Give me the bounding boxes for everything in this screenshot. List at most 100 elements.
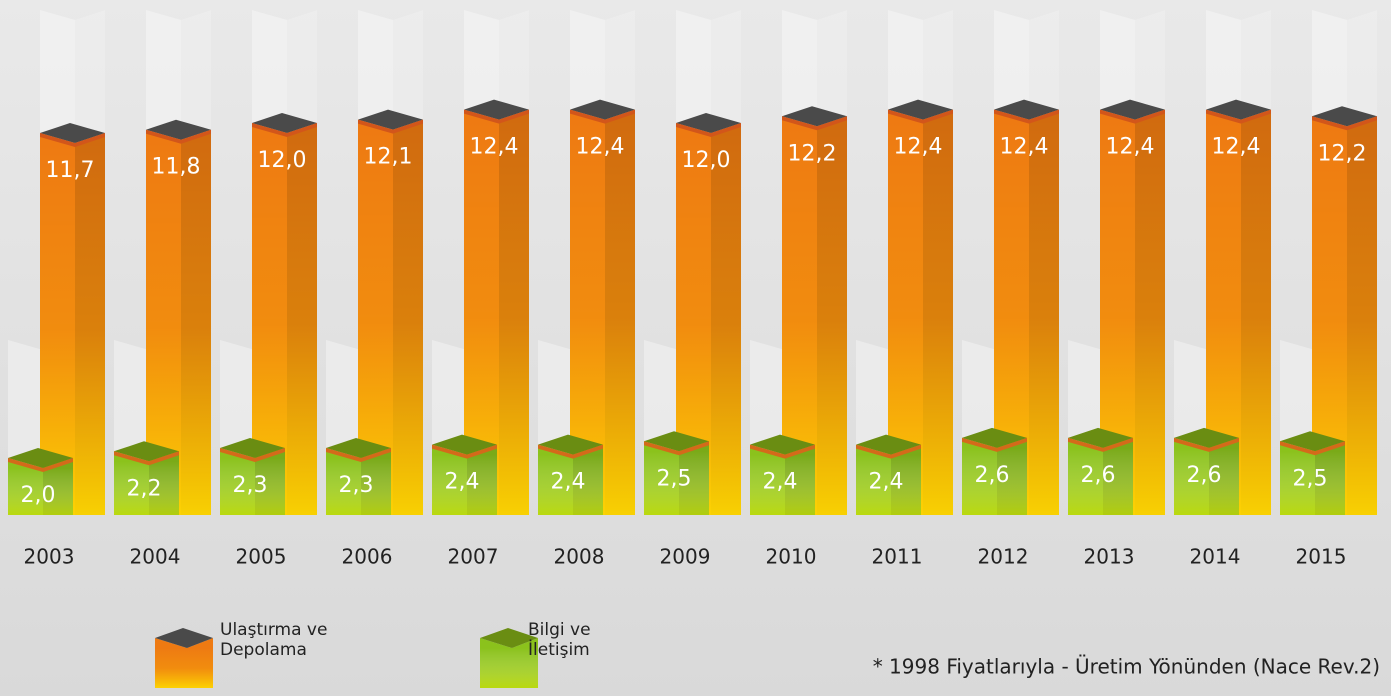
value-label: 12,4 (1106, 135, 1155, 160)
x-tick-label: 2010 (766, 545, 817, 569)
value-label: 12,4 (1212, 135, 1261, 160)
bar-top-rim (252, 123, 317, 137)
bar-top-rim (114, 451, 179, 466)
bar-glow (1174, 447, 1239, 515)
bar-top (8, 448, 73, 468)
bar-top (644, 431, 709, 452)
bar-top (114, 441, 179, 462)
bar (962, 427, 1027, 515)
bar (8, 448, 73, 515)
bar-top-rim (40, 133, 105, 148)
bar-top-rim (8, 458, 73, 472)
bar-glow (644, 451, 709, 515)
bar-top (252, 113, 317, 133)
bar-glow (8, 468, 73, 515)
bar (856, 434, 921, 515)
bar-top-rim (1280, 441, 1345, 456)
bar-top-rim (464, 109, 529, 124)
value-label: 2,4 (551, 470, 586, 495)
value-label: 12,2 (1318, 141, 1367, 166)
bar-top-rim (432, 444, 497, 459)
value-label: 11,8 (152, 155, 201, 180)
x-tick-label: 2005 (236, 545, 287, 569)
value-label: 2,4 (763, 470, 798, 495)
bar-top-rim (570, 109, 635, 124)
bar (326, 437, 391, 515)
bar-top-rim (220, 447, 285, 462)
footnote: * 1998 Fiyatlarıyla - Üretim Yönünden (N… (873, 655, 1380, 679)
bar-top (358, 109, 423, 130)
x-tick-label: 2012 (978, 545, 1029, 569)
legend-label: Bilgi ve İletişim (528, 620, 591, 660)
value-label: 2,2 (127, 476, 162, 501)
value-label: 2,3 (233, 473, 268, 498)
bar-top (40, 123, 105, 144)
bar-top-rim (856, 444, 921, 459)
bar-top (782, 106, 847, 127)
value-label: 12,4 (1000, 135, 1049, 160)
bar-top-rim (146, 129, 211, 144)
value-label: 2,6 (1081, 463, 1116, 488)
value-label: 12,4 (470, 135, 519, 160)
bar-top (326, 437, 391, 458)
value-label: 12,4 (576, 135, 625, 160)
bar-glow (220, 457, 285, 515)
x-tick-label: 2008 (554, 545, 605, 569)
bar (252, 113, 317, 515)
bar (1174, 427, 1239, 515)
bar-glow (432, 454, 497, 515)
value-label: 12,2 (788, 141, 837, 166)
bar-glow (962, 447, 1027, 515)
bar-top-rim (676, 123, 741, 137)
value-label: 2,4 (869, 470, 904, 495)
value-label: 2,5 (1293, 466, 1328, 491)
value-label: 12,0 (258, 148, 307, 173)
bar-top (676, 113, 741, 133)
bar-top-rim (1312, 116, 1377, 131)
bar-top-rim (994, 109, 1059, 124)
value-label: 12,1 (364, 145, 413, 170)
bar-glow (114, 461, 179, 515)
bar-top (432, 434, 497, 455)
bar-top-rim (962, 437, 1027, 452)
bar-glow (326, 457, 391, 515)
bar (1068, 427, 1133, 515)
bar-top (856, 434, 921, 455)
bar-top-rim (1100, 109, 1165, 124)
legend-label: Ulaştırma ve Depolama (220, 620, 328, 660)
x-tick-label: 2013 (1084, 545, 1135, 569)
bar (750, 434, 815, 515)
bar-glow (1068, 447, 1133, 515)
bar-top (750, 434, 815, 455)
bar-top-rim (1174, 437, 1239, 452)
bar-top-rim (538, 444, 603, 459)
bar-glow (1280, 451, 1345, 515)
bar (432, 434, 497, 515)
bar-top (994, 99, 1059, 120)
bar-glow (856, 454, 921, 515)
value-label: 12,0 (682, 148, 731, 173)
x-tick-label: 2011 (872, 545, 923, 569)
x-tick-label: 2015 (1296, 545, 1347, 569)
bar-top-rim (1068, 437, 1133, 452)
bar-top (1312, 106, 1377, 127)
legend-swatch-glow (155, 648, 213, 688)
bar-top (220, 437, 285, 458)
bar-top (464, 99, 529, 120)
legend-swatch-top (480, 628, 538, 648)
bar-top-rim (888, 109, 953, 124)
x-tick-label: 2014 (1190, 545, 1241, 569)
value-label: 2,3 (339, 473, 374, 498)
bar-top (1068, 427, 1133, 448)
value-label: 2,6 (1187, 463, 1222, 488)
bar (464, 99, 529, 515)
bar-top (1174, 427, 1239, 448)
x-tick-label: 2006 (342, 545, 393, 569)
bar-glow (750, 454, 815, 515)
value-label: 12,4 (894, 135, 943, 160)
legend-swatch-top (155, 628, 213, 648)
bar-glow (538, 454, 603, 515)
value-label: 11,7 (46, 158, 95, 183)
